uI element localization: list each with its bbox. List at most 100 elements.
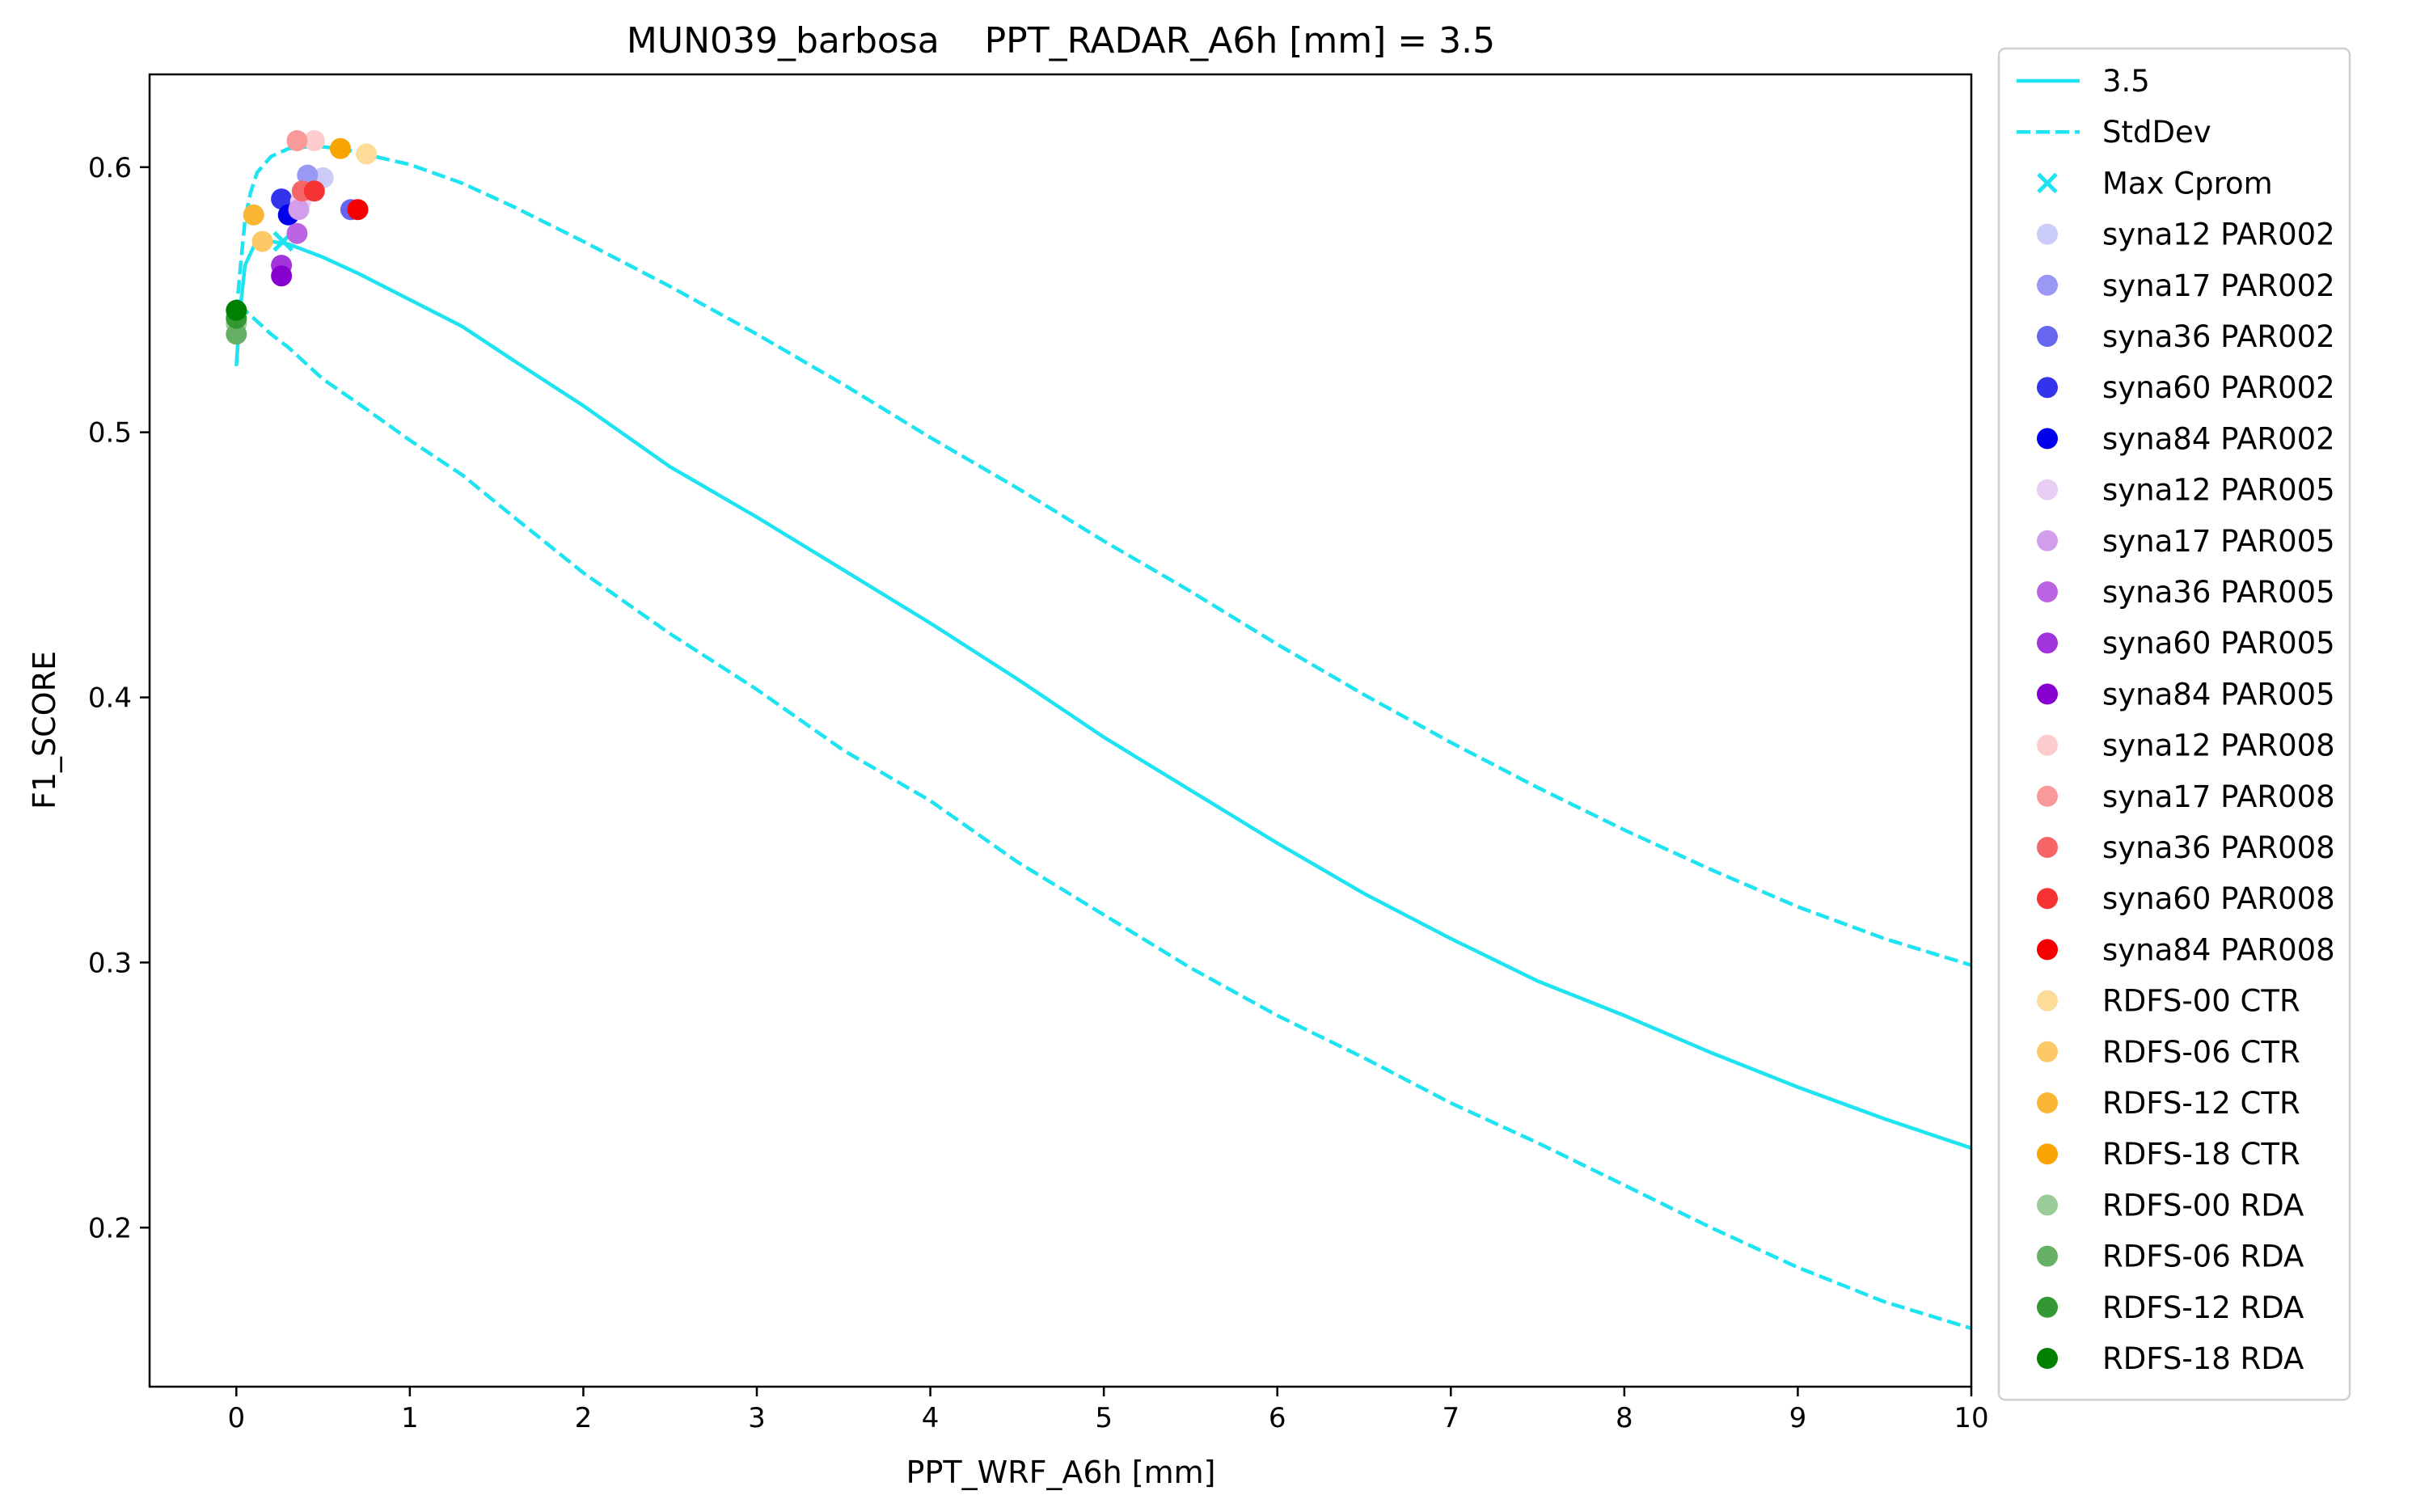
legend-dot-swatch (2037, 990, 2058, 1012)
plot-points (226, 130, 378, 345)
legend-label: RDFS-18 CTR (2102, 1137, 2300, 1172)
stddev-line-2 (235, 306, 1971, 1331)
legend: 3.5 StdDev Max Cprom syna12 PAR002 syna17 PA… (1997, 47, 2351, 1401)
legend-label: syna36 PAR005 (2102, 575, 2335, 610)
legend-dot-swatch (2037, 1143, 2058, 1165)
legend-label: RDFS-00 CTR (2102, 984, 2300, 1019)
y-tick-label: 0.3 (88, 947, 132, 979)
legend-entry: RDFS-06 CTR (2037, 1035, 2300, 1070)
y-tick-label: 0.5 (88, 417, 132, 450)
legend-entry: RDFS-00 RDA (2037, 1188, 2304, 1223)
legend-dot-swatch (2037, 428, 2058, 450)
legend-entry: syna36 PAR002 (2037, 319, 2335, 354)
plot-lines (234, 144, 1971, 1331)
legend-label: RDFS-18 RDA (2102, 1341, 2304, 1376)
legend-entry: syna17 PAR008 (2037, 779, 2335, 814)
point-rdfs-06-rda (226, 323, 247, 345)
legend-dot-swatch (2037, 1348, 2058, 1369)
point-syna84-par008 (347, 199, 369, 221)
legend-label: syna60 PAR002 (2102, 370, 2335, 405)
point-rdfs-18-ctr (330, 137, 351, 159)
legend-entry: syna60 PAR005 (2037, 626, 2335, 661)
legend-dot-swatch (2037, 1041, 2058, 1062)
x-tick-label: 4 (922, 1402, 940, 1434)
legend-label: StdDev (2102, 115, 2211, 150)
point-syna17-par005 (288, 199, 310, 221)
stddev-line-1 (234, 144, 1971, 967)
legend-entry: RDFS-06 RDA (2037, 1240, 2304, 1274)
x-axis-ticks: 0 1 2 3 4 5 6 7 8 9 10 (227, 1387, 1989, 1434)
legend-label: syna60 PAR008 (2102, 881, 2335, 916)
y-tick-label: 0.2 (88, 1212, 132, 1244)
y-axis-label: F1_SCORE (27, 651, 62, 809)
legend-dot-swatch (2037, 785, 2058, 807)
x-tick-label: 6 (1269, 1402, 1286, 1434)
legend-entry: RDFS-00 CTR (2037, 984, 2300, 1019)
point-syna12-par008 (303, 130, 325, 151)
legend-label: RDFS-12 RDA (2102, 1290, 2304, 1325)
legend-label: syna17 PAR008 (2102, 779, 2335, 814)
legend-entry: syna17 PAR002 (2037, 268, 2335, 303)
x-tick-label: 2 (575, 1402, 593, 1434)
legend-dot-swatch (2037, 326, 2058, 347)
legend-label: syna36 PAR002 (2102, 319, 2335, 354)
chart-title: MUN039_barbosa PPT_RADAR_A6h [mm] = 3.5 (627, 20, 1495, 61)
legend-label: syna36 PAR008 (2102, 830, 2335, 865)
legend-entry: syna84 PAR008 (2037, 932, 2335, 967)
legend-label: syna12 PAR002 (2102, 218, 2335, 252)
legend-label: RDFS-06 CTR (2102, 1035, 2300, 1070)
legend-label: Max Cprom (2102, 166, 2273, 201)
legend-entry: syna17 PAR005 (2037, 524, 2335, 559)
legend-entry: syna84 PAR005 (2037, 677, 2335, 712)
legend-frame (1997, 47, 2351, 1401)
legend-dot-swatch (2037, 632, 2058, 654)
legend-label: syna17 PAR002 (2102, 268, 2335, 303)
point-syna36-par005 (286, 222, 308, 244)
point-syna84-par005 (271, 265, 293, 287)
y-axis-ticks: 0.2 0.3 0.4 0.5 0.6 (88, 152, 150, 1244)
legend-label: RDFS-00 RDA (2102, 1188, 2304, 1223)
legend-label: syna12 PAR008 (2102, 729, 2335, 763)
x-tick-label: 10 (1954, 1402, 1988, 1434)
y-tick-label: 0.4 (88, 682, 132, 715)
legend-dot-swatch (2037, 479, 2058, 500)
y-tick-label: 0.6 (88, 152, 132, 184)
legend-dot-swatch (2037, 837, 2058, 858)
legend-dot-swatch (2037, 888, 2058, 910)
legend-entry: syna60 PAR002 (2037, 370, 2335, 405)
legend-entry: syna84 PAR002 (2037, 421, 2335, 456)
point-rdfs-18-rda (226, 299, 247, 321)
legend-dot-swatch (2037, 1245, 2058, 1267)
legend-label: syna12 PAR005 (2102, 473, 2335, 508)
legend-label: RDFS-06 RDA (2102, 1240, 2304, 1274)
point-syna60-par002 (271, 188, 293, 210)
legend-entry: Max Cprom (2037, 166, 2273, 201)
legend-label: syna17 PAR005 (2102, 524, 2335, 559)
point-rdfs-12-ctr (243, 204, 264, 226)
legend-dot-swatch (2037, 223, 2058, 245)
legend-dot-swatch (2037, 274, 2058, 296)
legend-label: syna84 PAR002 (2102, 421, 2335, 456)
point-rdfs-06-ctr (251, 230, 273, 252)
x-axis-label: PPT_WRF_A6h [mm] (906, 1455, 1216, 1490)
legend-entry: RDFS-18 CTR (2037, 1137, 2300, 1172)
point-syna17-par008 (286, 130, 308, 151)
legend-entry: syna12 PAR008 (2037, 729, 2335, 763)
legend-entry: syna12 PAR002 (2037, 218, 2335, 252)
point-syna17-par002 (297, 164, 319, 186)
legend-entry: syna60 PAR008 (2037, 881, 2335, 916)
legend-dot-swatch (2037, 530, 2058, 551)
legend-entry: StdDev (2017, 115, 2211, 150)
legend-entry: syna36 PAR005 (2037, 575, 2335, 610)
legend-label: syna60 PAR005 (2102, 626, 2335, 661)
x-tick-label: 3 (748, 1402, 766, 1434)
legend-label: RDFS-12 CTR (2102, 1086, 2300, 1121)
legend-entry: RDFS-18 RDA (2037, 1341, 2304, 1376)
legend-entry: RDFS-12 RDA (2037, 1290, 2304, 1325)
legend-dot-swatch (2037, 734, 2058, 756)
legend-entry: syna36 PAR008 (2037, 830, 2335, 865)
legend-dot-swatch (2037, 1194, 2058, 1216)
point-syna60-par008 (303, 180, 325, 202)
legend-dot-swatch (2037, 581, 2058, 602)
